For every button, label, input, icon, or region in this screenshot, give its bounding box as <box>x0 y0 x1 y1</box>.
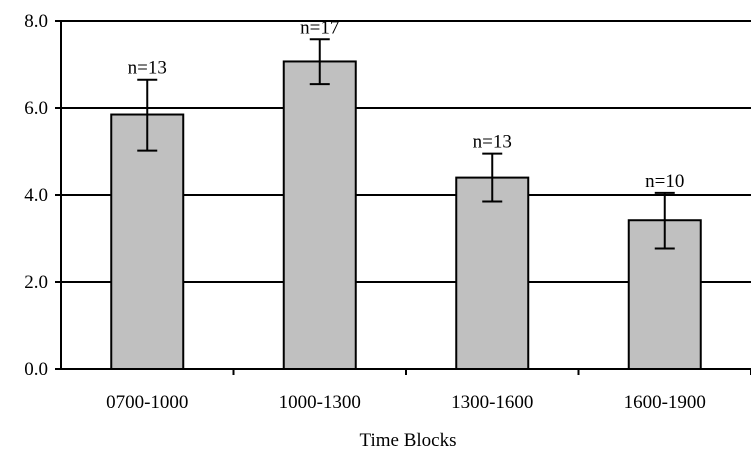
x-category-label-2: 1300-1600 <box>451 392 533 413</box>
n-label-1: n=17 <box>300 17 339 38</box>
error-bars <box>137 38 675 250</box>
n-label-2: n=13 <box>473 132 512 153</box>
y-tick-labels: 0.0 2.0 4.0 6.0 8.0 <box>24 11 48 380</box>
axes <box>55 20 751 375</box>
bar-2 <box>455 176 530 370</box>
error-bar-1 <box>309 38 330 86</box>
x-category-label-0: 0700-1000 <box>106 392 188 413</box>
y-tick-label-2: 4.0 <box>24 185 48 206</box>
x-category-label-3: 1600-1900 <box>624 392 706 413</box>
x-category-label-1: 1000-1300 <box>279 392 361 413</box>
bar-0 <box>110 113 185 371</box>
x-axis-title: Time Blocks <box>360 430 457 451</box>
error-bar-3 <box>654 191 675 250</box>
error-bar-2 <box>482 152 503 203</box>
sample-size-labels: n=13 n=17 n=13 n=10 <box>128 17 685 192</box>
y-tick-label-3: 6.0 <box>24 98 48 119</box>
y-tick-label-0: 0.0 <box>24 359 48 380</box>
y-tick-label-1: 2.0 <box>24 272 48 293</box>
x-category-labels: 0700-1000 1000-1300 1300-1600 1600-1900 <box>106 392 706 413</box>
error-bar-0 <box>137 78 158 152</box>
n-label-3: n=10 <box>645 171 684 192</box>
n-label-0: n=13 <box>128 58 167 79</box>
bar-1 <box>282 60 357 371</box>
y-tick-label-4: 8.0 <box>24 11 48 32</box>
